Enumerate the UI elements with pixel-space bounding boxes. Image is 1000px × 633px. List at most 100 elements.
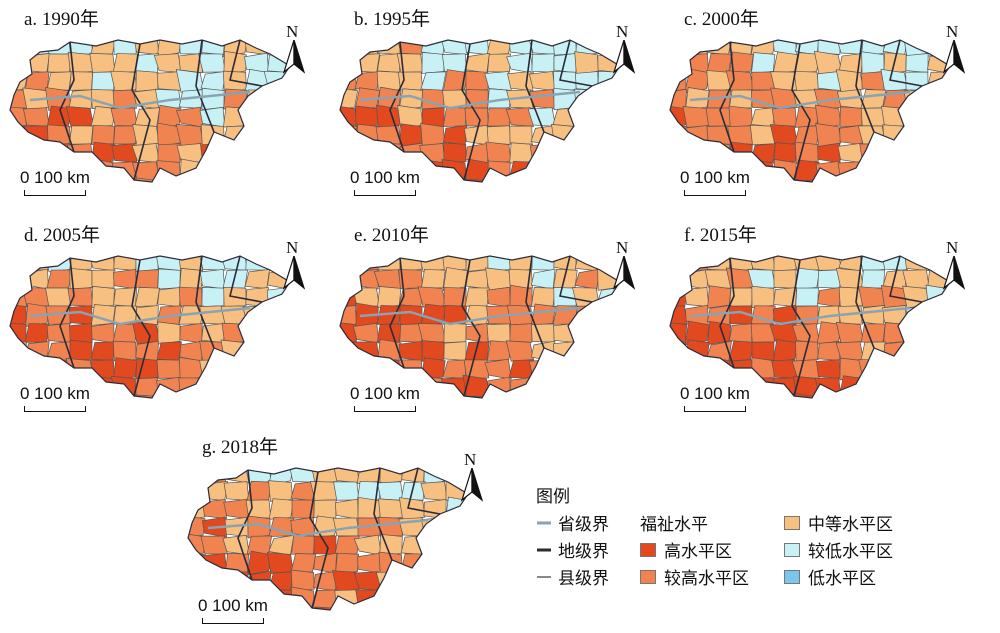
county-polygon [175,106,204,128]
county-polygon [926,357,950,381]
county-polygon [486,40,513,56]
legend-label: 低水平区 [808,569,876,589]
county-polygon [487,160,511,182]
county-polygon [201,287,225,307]
county-polygon [531,53,555,73]
county-polygon [10,286,27,308]
county-polygon [948,321,950,345]
county-polygon [288,341,290,361]
county-polygon [571,323,600,343]
county-polygon [90,341,116,361]
county-polygon [837,142,864,164]
legend-welfare-heading: 福祉水平 [640,510,708,535]
county-polygon [728,340,755,362]
county-polygon [443,124,468,146]
county-polygon [949,339,950,363]
county-polygon [10,140,27,166]
county-polygon [340,341,358,361]
county-polygon [597,323,620,343]
county-polygon [619,321,620,345]
county-polygon [340,269,358,289]
county-polygon [486,286,511,308]
county-polygon [268,498,294,520]
city-boundary [195,40,215,133]
county-polygon [926,321,950,345]
county-polygon [157,287,182,308]
county-polygon [773,269,797,289]
county-polygon [268,534,295,556]
county-polygon [264,87,290,111]
county-polygon [420,40,446,56]
city-boundary [855,40,875,133]
county-polygon [946,107,950,127]
county-polygon [268,571,295,591]
county-polygon [112,268,137,290]
county-polygon [670,340,688,362]
county-polygon [927,395,950,398]
county-polygon [287,89,290,109]
county-polygon [156,160,181,182]
city-line-icon [537,548,551,551]
county-polygon [289,176,290,182]
county-polygon [333,481,360,501]
swatch-higher [640,569,656,584]
county-polygon [178,177,205,182]
county-polygon [379,468,403,485]
county-polygon [378,589,405,609]
county-polygon [179,356,203,382]
county-polygon [750,40,776,56]
county-polygon [508,40,533,56]
county-polygon [333,468,360,483]
county-polygon [444,534,468,556]
county-polygon [574,176,600,182]
county-polygon [133,394,160,398]
legend-label: 较低水平区 [808,542,893,562]
county-polygon [531,395,555,398]
county-polygon [904,377,931,398]
county-polygon [245,499,272,519]
county-polygon [948,303,950,327]
county-polygon [903,142,930,164]
county-polygon [420,71,447,91]
county-polygon [505,340,534,362]
county-polygon [509,376,533,398]
county-polygon [288,323,290,344]
county-polygon [948,359,950,379]
county-polygon [530,161,555,181]
county-polygon [670,267,689,291]
region-outline [339,255,621,399]
county-polygon [575,71,599,91]
county-polygon [46,71,72,91]
county-polygon [682,256,710,273]
county-polygon [773,142,798,164]
county-polygon [400,553,426,573]
county-polygon [487,179,511,182]
north-arrow-icon: N [280,22,308,76]
county-polygon [882,358,907,380]
legend-class-lower: 较低水平区 [784,537,893,562]
north-label: N [946,238,959,257]
region-outline [339,39,621,183]
county-polygon [266,176,290,182]
county-polygon [508,268,533,290]
county-polygon [10,40,27,56]
county-polygon [112,340,137,362]
county-polygon [466,514,468,540]
panel-title: d. 2005年 [24,225,101,246]
county-polygon [200,553,228,574]
county-polygon [925,142,950,164]
county-polygon [551,393,578,398]
county-polygon [509,125,533,145]
county-polygon [200,179,226,182]
scale-bar: 0 100 km [680,168,820,198]
county-polygon [399,142,423,164]
county-polygon [156,341,182,361]
county-polygon [222,468,250,484]
province-boundary [689,90,911,110]
county-polygon [861,395,885,398]
county-polygon [199,106,226,128]
county-polygon [156,394,183,398]
county-polygon [670,69,687,93]
county-polygon [223,394,248,398]
legend-label: 高水平区 [664,542,732,562]
